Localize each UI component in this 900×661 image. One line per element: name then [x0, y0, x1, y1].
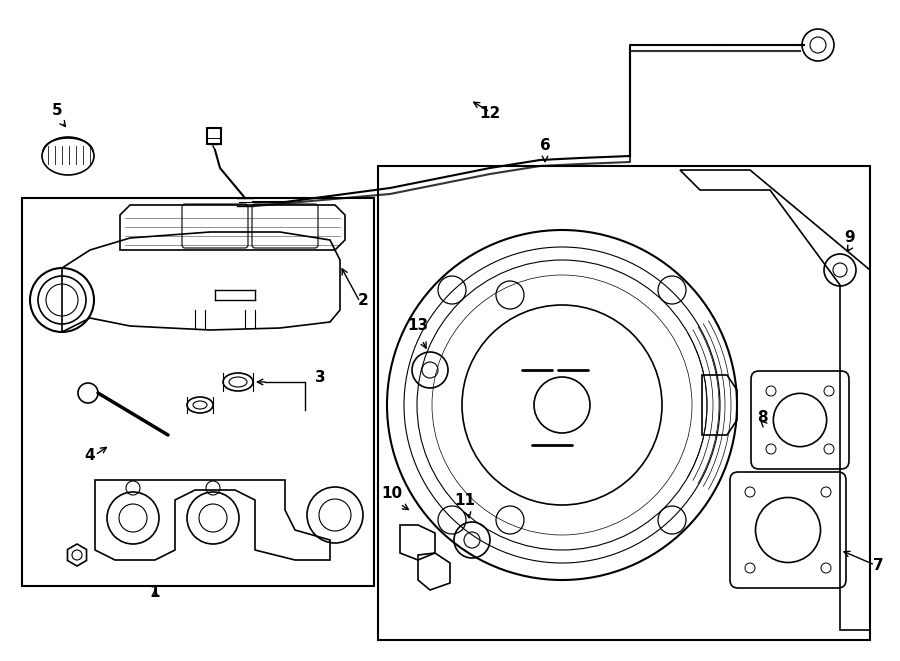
Text: 13: 13 — [408, 318, 428, 333]
Bar — [207, 128, 221, 144]
Text: 5: 5 — [51, 103, 62, 118]
Text: 7: 7 — [873, 558, 883, 573]
Text: 9: 9 — [845, 230, 855, 245]
Text: 6: 6 — [540, 138, 551, 153]
Text: 10: 10 — [382, 486, 402, 501]
Text: 3: 3 — [315, 370, 326, 385]
Text: 1: 1 — [149, 585, 160, 600]
Text: 11: 11 — [454, 493, 475, 508]
Bar — [22, 198, 374, 586]
Text: 4: 4 — [85, 448, 95, 463]
Text: 8: 8 — [757, 410, 768, 425]
Bar — [378, 166, 870, 640]
Text: 2: 2 — [358, 293, 369, 308]
Text: 12: 12 — [480, 106, 500, 121]
